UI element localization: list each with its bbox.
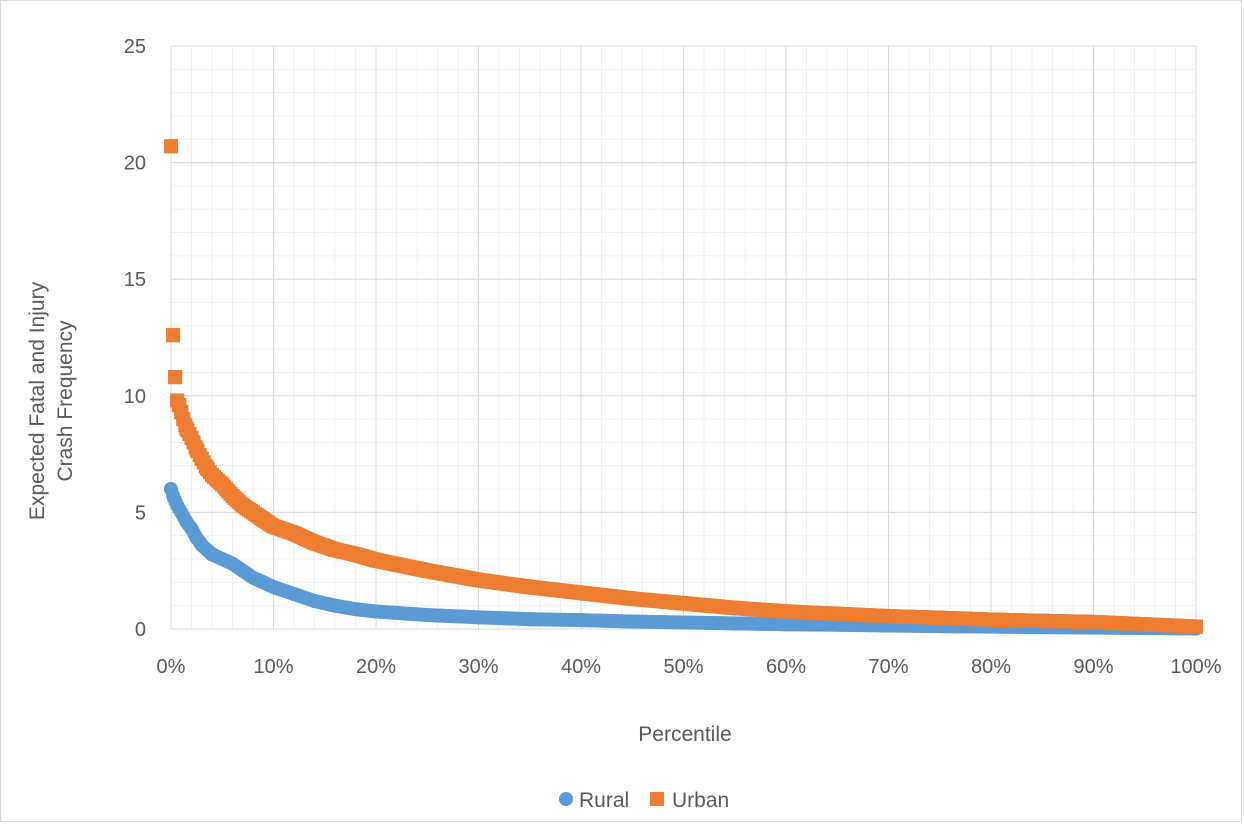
rural-point: [287, 587, 301, 602]
urban-point: [215, 477, 230, 492]
x-axis-title: Percentile: [638, 723, 731, 746]
urban-point: [1137, 617, 1152, 632]
urban-point: [881, 609, 896, 624]
urban-point: [727, 601, 742, 616]
x-tick-label: 80%: [971, 656, 1011, 678]
urban-point: [164, 139, 178, 154]
x-tick-label: 40%: [561, 656, 601, 678]
legend-marker-rural: [559, 792, 573, 806]
y-tick-label: 0: [135, 619, 146, 641]
x-tick-label: 20%: [356, 656, 396, 678]
legend: Rural Urban: [559, 789, 729, 812]
y-axis-title: Expected Fatal and Injury Crash Frequenc…: [26, 281, 77, 520]
urban-point: [266, 519, 281, 534]
urban-point: [287, 526, 301, 541]
urban-point: [471, 573, 486, 588]
rural-point: [522, 612, 537, 627]
urban-point: [522, 580, 537, 595]
rural-point: [225, 556, 240, 571]
urban-point: [369, 553, 383, 568]
urban-point: [1086, 615, 1101, 630]
legend-label-rural: Rural: [579, 789, 629, 812]
x-tick-label: 60%: [766, 656, 806, 678]
rural-point: [307, 594, 322, 609]
series-rural: [164, 482, 1203, 636]
rural-point: [625, 614, 640, 629]
urban-point: [307, 535, 322, 550]
rural-point: [471, 610, 486, 625]
urban-point: [574, 585, 588, 600]
x-tick-label: 10%: [253, 656, 293, 678]
y-tick-label: 15: [124, 269, 146, 291]
urban-point: [932, 610, 947, 625]
urban-point: [1189, 619, 1203, 634]
rural-point: [420, 608, 435, 623]
rural-point: [779, 617, 793, 632]
x-tick-label: 70%: [868, 656, 908, 678]
y-tick-label: 20: [124, 153, 146, 175]
urban-point: [984, 612, 998, 627]
urban-point: [420, 563, 435, 578]
urban-point: [184, 430, 199, 445]
x-axis-tick-labels: 0% 10% 20% 30% 40% 50% 60% 70% 80% 90% 100%: [157, 656, 1222, 678]
y-tick-label: 25: [124, 36, 146, 58]
urban-point: [830, 606, 845, 621]
rural-point: [266, 580, 281, 595]
rural-point: [235, 563, 250, 578]
series-layer: [164, 139, 1203, 636]
y-tick-label: 10: [124, 386, 146, 408]
urban-point: [328, 542, 342, 557]
legend-marker-urban: [650, 792, 664, 806]
x-tick-label: 0%: [157, 656, 186, 678]
y-axis-title-line-1: Expected Fatal and Injury: [26, 281, 49, 520]
x-tick-label: 90%: [1073, 656, 1113, 678]
urban-point: [779, 604, 793, 619]
y-axis-tick-labels: 0 5 10 15 20 25: [124, 36, 146, 641]
rural-point: [574, 613, 588, 628]
urban-point: [348, 547, 363, 562]
x-tick-label: 100%: [1170, 656, 1221, 678]
rural-point: [727, 616, 742, 631]
legend-label-urban: Urban: [672, 789, 729, 812]
y-tick-label: 5: [135, 502, 146, 524]
y-axis-title-line-2: Crash Frequency: [54, 320, 77, 482]
rural-point: [369, 604, 383, 619]
urban-point: [676, 596, 691, 611]
x-tick-label: 50%: [663, 656, 703, 678]
urban-point: [1035, 613, 1050, 628]
rural-point: [328, 598, 342, 613]
urban-point: [166, 328, 181, 343]
urban-point: [625, 591, 640, 606]
rural-point: [676, 615, 691, 630]
series-urban: [164, 139, 1203, 634]
urban-point: [168, 370, 183, 385]
x-tick-label: 30%: [458, 656, 498, 678]
rural-point: [348, 602, 363, 617]
